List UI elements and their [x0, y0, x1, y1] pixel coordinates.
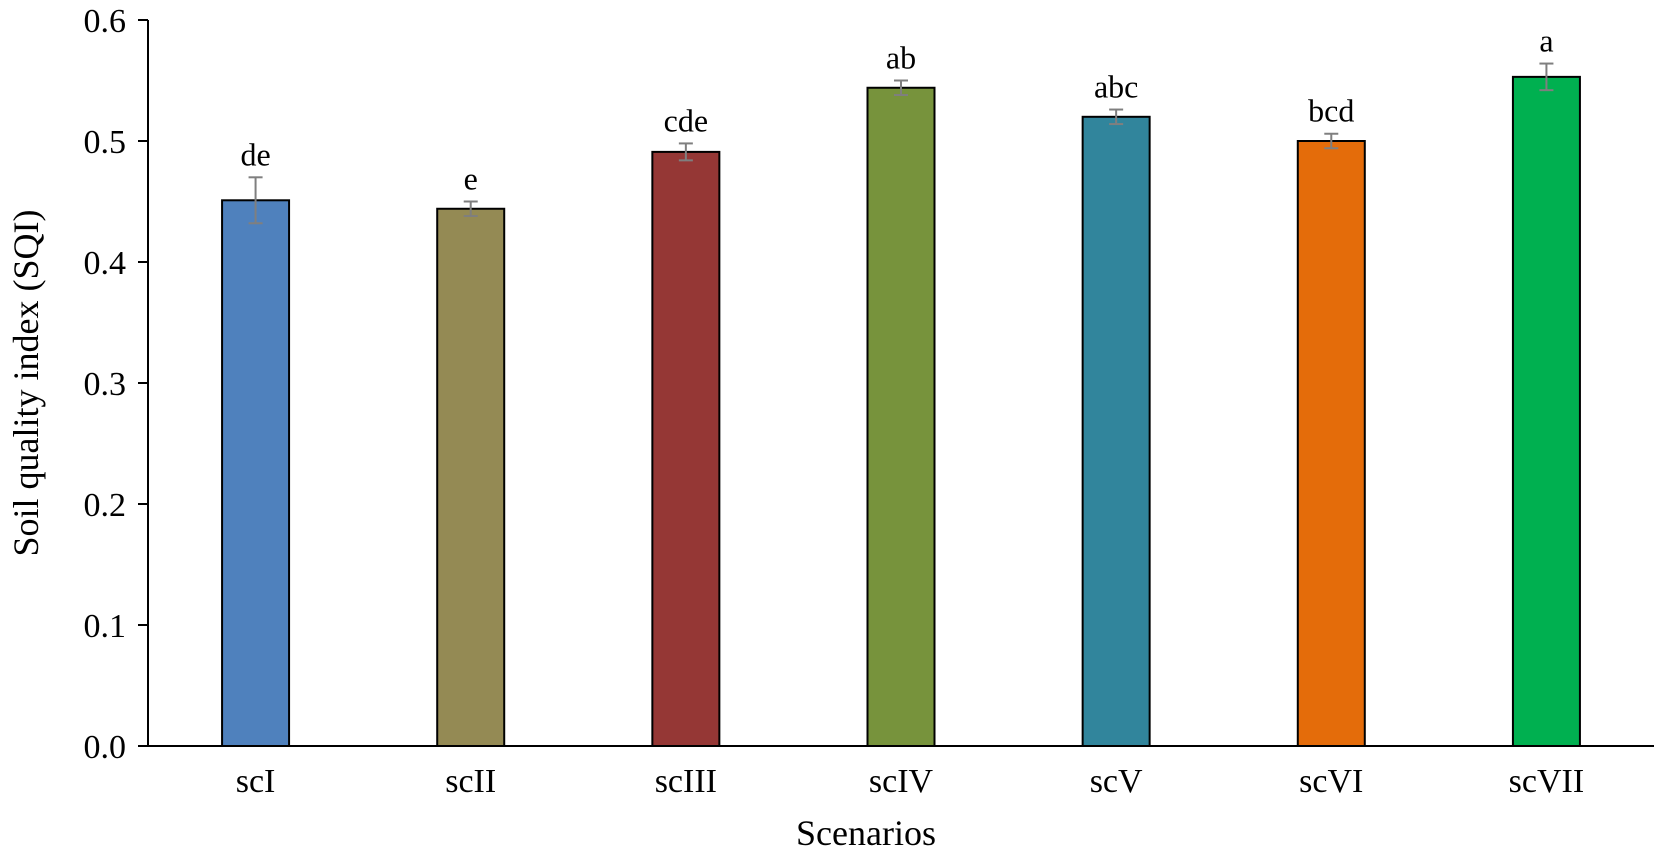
bar-scVII [1511, 75, 1581, 748]
error-bars [248, 62, 1554, 225]
error-bar-scI [248, 176, 263, 225]
y-tick-label: 0.6 [84, 3, 127, 40]
y-axis-title: Soil quality index (SQI) [6, 210, 46, 557]
error-bar-scVII [1539, 62, 1554, 92]
significance-label-scIV: ab [886, 40, 916, 76]
significance-label-scVII: a [1539, 23, 1553, 59]
x-tick-label-scII: scII [445, 763, 496, 800]
x-tick-label-scVII: scVII [1509, 763, 1585, 800]
error-bar-scII [463, 200, 478, 218]
bar-scII [436, 207, 506, 747]
x-axis-title: Scenarios [796, 813, 936, 853]
significance-label-scI: de [240, 136, 270, 172]
x-tick-label-scIII: scIII [655, 763, 717, 800]
error-bar-scVI [1324, 132, 1339, 150]
significance-label-scVI: bcd [1308, 93, 1354, 129]
y-tick-label: 0.2 [84, 487, 127, 524]
y-tick-label: 0.4 [84, 245, 127, 282]
bar-scVI [1296, 140, 1366, 747]
significance-label-scII: e [464, 161, 478, 197]
x-tick-label-scV: scV [1090, 763, 1143, 800]
y-tick-label: 0.5 [84, 124, 127, 161]
bars [221, 75, 1581, 748]
bar-scI [221, 199, 291, 748]
error-bar-scV [1109, 108, 1124, 126]
error-bar-scIV [894, 79, 908, 97]
y-tick-label: 0.1 [84, 608, 127, 645]
y-tick-label: 0.3 [84, 366, 127, 403]
y-axis-ticks: 0.0 0.1 0.2 0.3 0.4 0.5 0.6 [84, 3, 148, 766]
y-tick-label: 0.0 [84, 729, 127, 766]
x-axis-ticks: scI scII scIII scIV scV scVI scVII [236, 763, 1584, 800]
bar-scV [1081, 115, 1151, 748]
x-tick-label-scVI: scVI [1299, 763, 1363, 800]
x-tick-label-scIV: scIV [869, 763, 934, 800]
significance-label-scV: abc [1094, 69, 1138, 105]
x-tick-label-scI: scI [236, 763, 276, 800]
significance-label-scIII: cde [664, 102, 708, 138]
bar-scIV [866, 86, 936, 747]
error-bar-scIII [678, 142, 693, 162]
significance-labels: de e cde ab abc bcd a [240, 23, 1553, 197]
bar-scIII [651, 150, 721, 747]
